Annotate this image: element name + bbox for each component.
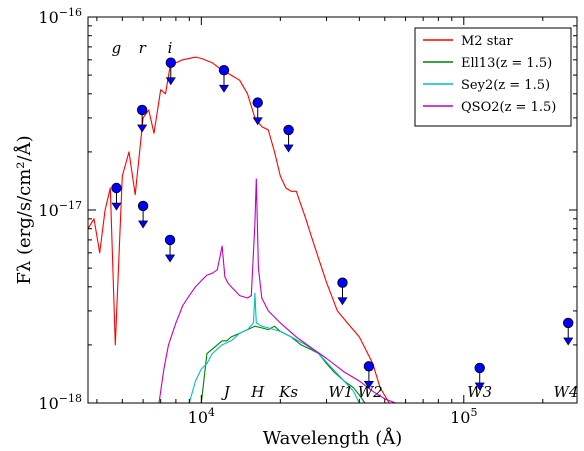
upper-limit-marker bbox=[363, 361, 375, 372]
legend-label: M2 star bbox=[461, 34, 513, 49]
upper-limit-arrow bbox=[563, 337, 574, 346]
series-layer bbox=[88, 56, 396, 403]
band-label: W2 bbox=[358, 383, 383, 401]
series-line-0 bbox=[88, 56, 390, 403]
upper-limit-marker bbox=[337, 277, 348, 288]
band-label: W4 bbox=[553, 383, 578, 401]
legend-label: Sey2(z = 1.5) bbox=[461, 78, 550, 93]
upper-limit-arrow bbox=[337, 297, 348, 306]
upper-limit-point bbox=[563, 317, 574, 346]
series-line-2 bbox=[188, 292, 360, 403]
upper-limit-point bbox=[165, 57, 176, 86]
band-label: J bbox=[221, 383, 231, 401]
tick-layer: 104 105 10−16 10−17 10−18 bbox=[38, 6, 577, 427]
band-label: r bbox=[139, 39, 147, 57]
legend-label: Ell13(z = 1.5) bbox=[461, 56, 552, 71]
upper-limit-layer bbox=[111, 57, 574, 391]
y-tick-label: 10−18 bbox=[38, 392, 82, 413]
upper-limit-marker bbox=[137, 200, 149, 212]
upper-limit-point bbox=[474, 362, 485, 391]
y-axis-title: Fλ (erg/s/cm²/Å) bbox=[13, 135, 35, 284]
upper-limit-marker bbox=[252, 97, 263, 108]
x-tick-label: 105 bbox=[450, 406, 477, 427]
band-label-layer: g r i J H Ks W1 W2 W3 W4 bbox=[112, 39, 579, 401]
upper-limit-marker bbox=[111, 182, 122, 194]
upper-limit-arrow bbox=[218, 84, 230, 93]
legend-label: QSO2(z = 1.5) bbox=[461, 100, 556, 115]
upper-limit-marker bbox=[136, 104, 148, 116]
upper-limit-marker bbox=[164, 234, 176, 246]
upper-limit-marker bbox=[563, 317, 574, 329]
upper-limit-arrow bbox=[363, 380, 374, 389]
upper-limit-point bbox=[337, 277, 348, 306]
plot-frame bbox=[87, 16, 578, 404]
upper-limit-point bbox=[164, 234, 176, 263]
upper-limit-point bbox=[111, 182, 122, 211]
upper-limit-arrow bbox=[138, 220, 149, 229]
y-tick-label: 10−17 bbox=[38, 199, 82, 220]
series-line-3 bbox=[158, 178, 396, 403]
upper-limit-point bbox=[252, 97, 263, 126]
band-label: g bbox=[112, 39, 122, 57]
upper-limit-arrow bbox=[164, 254, 176, 263]
band-label: W3 bbox=[467, 383, 492, 401]
band-label: Ks bbox=[278, 383, 298, 401]
band-label: i bbox=[168, 39, 173, 57]
upper-limit-arrow bbox=[111, 202, 122, 211]
y-tick-label: 10−16 bbox=[38, 6, 82, 27]
upper-limit-point bbox=[137, 200, 149, 229]
band-label: W1 bbox=[328, 383, 353, 401]
upper-limit-marker bbox=[218, 65, 230, 76]
upper-limit-marker bbox=[165, 57, 176, 68]
x-tick-label: 104 bbox=[188, 406, 215, 427]
upper-limit-point bbox=[136, 104, 148, 133]
upper-limit-point bbox=[363, 361, 375, 389]
upper-limit-marker bbox=[283, 124, 294, 136]
band-label: H bbox=[250, 383, 265, 401]
x-axis-title: Wavelength (Å) bbox=[263, 427, 403, 449]
upper-limit-arrow bbox=[283, 144, 294, 153]
upper-limit-arrow bbox=[165, 77, 176, 86]
upper-limit-marker bbox=[474, 362, 485, 374]
series-line-1 bbox=[200, 325, 366, 403]
upper-limit-arrow bbox=[252, 117, 263, 126]
legend-box bbox=[414, 27, 572, 127]
upper-limit-arrow bbox=[474, 382, 485, 391]
legend: M2 star Ell13(z = 1.5) Sey2(z = 1.5) QSO2(z… bbox=[414, 27, 572, 127]
upper-limit-arrow bbox=[137, 124, 148, 133]
upper-limit-point bbox=[283, 124, 294, 153]
upper-limit-point bbox=[218, 65, 230, 93]
